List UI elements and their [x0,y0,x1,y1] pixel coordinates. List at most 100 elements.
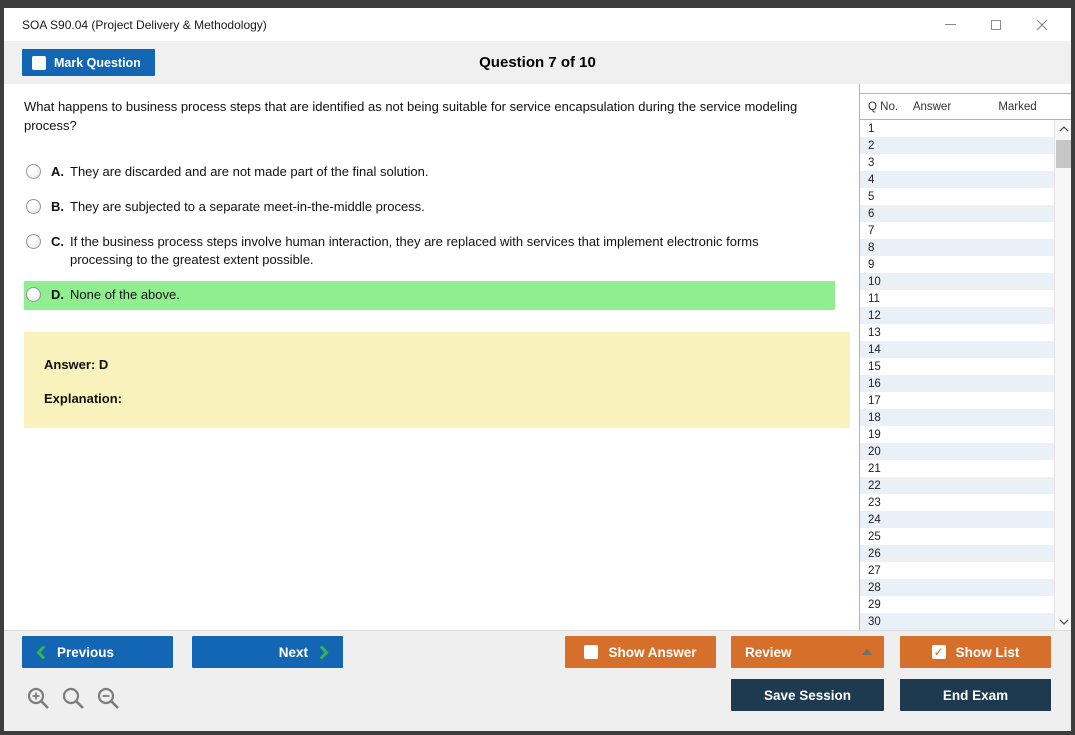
show-list-checkbox: ✓ [931,645,946,659]
end-exam-label: End Exam [942,687,1009,703]
triangle-up-icon [862,649,872,655]
end-exam-button[interactable]: End Exam [900,679,1051,711]
answer-panel: Answer: D Explanation: [24,331,850,428]
question-pane: What happens to business process steps t… [4,84,859,630]
radio-icon[interactable] [26,234,41,250]
footer: Previous Next [4,630,1071,731]
zoom-out-icon[interactable] [96,686,122,712]
question-list-row[interactable]: 10 [860,273,1054,290]
zoom-toolbar [26,686,122,712]
option-letter: D. [51,287,64,303]
minimize-button[interactable] [933,12,967,38]
mark-question-label: Mark Question [54,55,141,70]
maximize-icon [991,19,1001,30]
explanation-label: Explanation: [44,390,123,406]
question-list-row[interactable]: 4 [860,171,1054,188]
question-list-header: Q No. Answer Marked [860,93,1071,120]
question-list-row[interactable]: 13 [860,324,1054,341]
question-list-row[interactable]: 12 [860,307,1054,324]
option-c[interactable]: C. If the business process steps involve… [24,228,833,274]
mark-question-checkbox: ✓ [32,55,46,70]
question-list-row[interactable]: 8 [860,239,1054,256]
scrollbar[interactable] [1054,120,1071,630]
mark-question-button[interactable]: ✓ Mark Question [22,49,155,76]
window-controls [933,12,1071,38]
question-list-row[interactable]: 9 [860,256,1054,273]
question-list-row[interactable]: 5 [860,188,1054,205]
question-list-row[interactable]: 25 [860,528,1054,545]
chevron-down-icon [1059,619,1068,625]
answer-label: Answer: D [44,356,109,372]
option-text: They are subjected to a separate meet-in… [70,198,425,214]
show-answer-checkbox: ✓ [584,645,599,659]
question-list-row[interactable]: 20 [860,443,1054,460]
option-letter: A. [51,163,64,179]
check-icon: ✓ [933,645,944,659]
question-list-row[interactable]: 18 [860,409,1054,426]
question-list-row[interactable]: 24 [860,511,1054,528]
question-list-row[interactable]: 27 [860,562,1054,579]
zoom-reset-icon[interactable] [61,686,87,712]
question-list-panel: Q No. Answer Marked 1 2 3 4 5 6 7 8 9 10 11 12 13 14 1… [859,84,1071,630]
question-list-row[interactable]: 26 [860,545,1054,562]
question-list-row[interactable]: 17 [860,392,1054,409]
question-list: 1 2 3 4 5 6 7 8 9 10 11 12 13 14 15 16 17 18 19 20 21 22 23 24 2… [860,120,1054,630]
radio-icon[interactable] [26,198,41,214]
question-list-row[interactable]: 2 [860,137,1054,154]
option-letter: C. [51,234,64,250]
header-band: ✓ Mark Question Question 7 of 10 [4,41,1071,84]
minimize-icon [944,24,956,25]
review-button[interactable]: Review [731,636,884,668]
question-list-row[interactable]: 16 [860,375,1054,392]
column-answer: Answer [912,100,952,113]
question-list-row[interactable]: 23 [860,494,1054,511]
chevron-right-icon [319,644,329,660]
content-area: What happens to business process steps t… [4,84,1071,630]
option-a[interactable]: A. They are discarded and are not made p… [24,158,833,186]
option-text: If the business process steps involve hu… [70,234,759,268]
question-text: What happens to business process steps t… [24,99,798,133]
show-list-button[interactable]: ✓ Show List [900,636,1051,668]
question-list-row[interactable]: 11 [860,290,1054,307]
previous-label: Previous [57,644,115,660]
chevron-left-icon [36,644,46,660]
question-list-row[interactable]: 28 [860,579,1054,596]
maximize-button[interactable] [979,12,1013,38]
close-button[interactable] [1025,12,1059,38]
column-qno: Q No. [868,100,899,113]
question-list-row[interactable]: 22 [860,477,1054,494]
question-list-row[interactable]: 15 [860,358,1054,375]
question-list-row[interactable]: 1 [860,120,1054,137]
question-list-row[interactable]: 30 [860,613,1054,630]
scroll-down-button[interactable] [1055,613,1071,630]
option-b[interactable]: B. They are subjected to a separate meet… [24,193,833,221]
question-list-row[interactable]: 14 [860,341,1054,358]
question-counter: Question 7 of 10 [479,54,596,71]
show-answer-label: Show Answer [608,644,697,660]
scrollbar-thumb[interactable] [1056,140,1071,168]
scroll-up-button[interactable] [1055,120,1071,137]
save-session-button[interactable]: Save Session [731,679,884,711]
show-list-label: Show List [955,644,1020,660]
previous-button[interactable]: Previous [22,636,173,668]
column-marked: Marked [998,100,1037,113]
option-text: They are discarded and are not made part… [70,163,429,179]
radio-icon[interactable] [26,287,41,303]
window-title: SOA S90.04 (Project Delivery & Methodolo… [22,17,267,32]
titlebar: SOA S90.04 (Project Delivery & Methodolo… [4,8,1071,41]
next-label: Next [278,644,308,660]
radio-icon[interactable] [26,163,41,179]
option-text: None of the above. [70,287,180,303]
question-list-row[interactable]: 7 [860,222,1054,239]
question-list-row[interactable]: 21 [860,460,1054,477]
option-d[interactable]: D. None of the above. [24,281,835,310]
show-answer-button[interactable]: ✓ Show Answer [565,636,716,668]
question-list-row[interactable]: 19 [860,426,1054,443]
question-list-row[interactable]: 6 [860,205,1054,222]
next-button[interactable]: Next [192,636,343,668]
zoom-in-icon[interactable] [26,686,52,712]
question-list-row[interactable]: 29 [860,596,1054,613]
question-list-row[interactable]: 3 [860,154,1054,171]
close-icon [1036,19,1048,30]
